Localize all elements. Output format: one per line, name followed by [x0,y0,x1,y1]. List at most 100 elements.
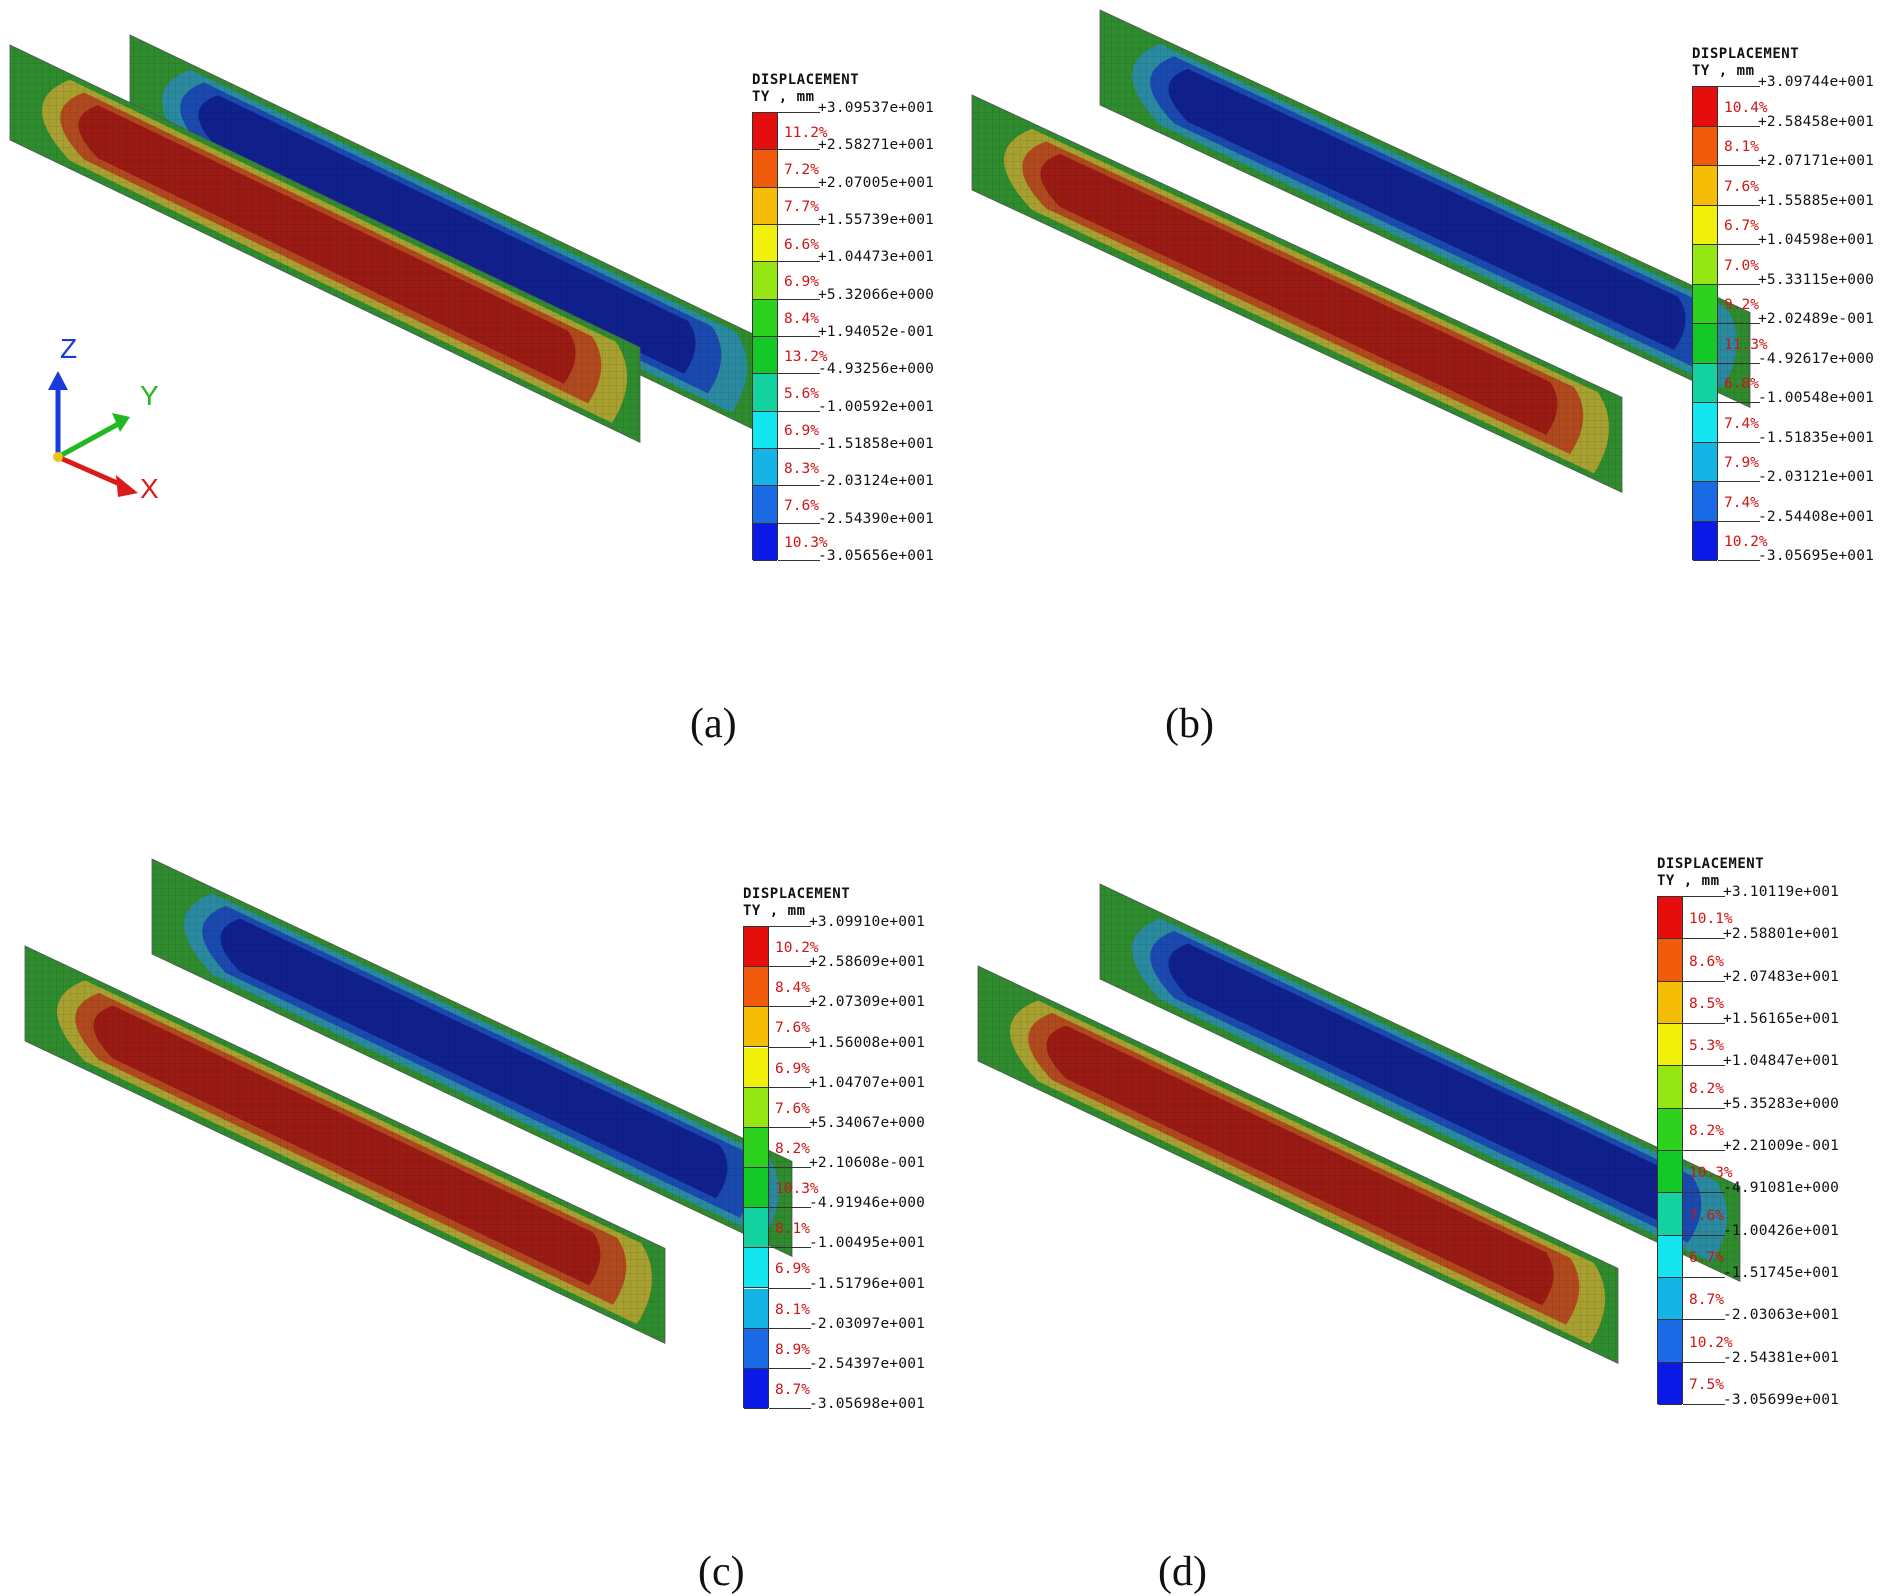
back-plate-mesh [1100,10,1750,408]
legend-percent: 8.4% [784,311,819,328]
contour-plot-a [9,34,761,444]
legend-percent: 6.7% [1724,218,1759,235]
legend-value: +1.56165e+001 [1723,1011,1840,1027]
legend-percent: 9.2% [1724,297,1759,314]
legend-band [753,523,777,561]
caption-b: (b) [1165,701,1214,747]
legend-value: -2.03097e+001 [809,1315,926,1332]
legend-band [744,1127,768,1168]
legend-band [753,225,777,263]
z-axis-label: Z [60,333,78,364]
legend-band [1658,939,1682,982]
legend-value: -2.03063e+001 [1723,1307,1840,1324]
legend-value: +1.94052e-001 [818,324,935,340]
legend-percent: 10.2% [1689,1334,1733,1351]
legend-band [1693,126,1717,166]
legend-band [753,449,777,487]
legend-band [1658,1278,1682,1321]
legend-percent: 6.9% [775,1060,810,1077]
legend-tick [1718,362,1760,364]
legend-band [753,374,777,412]
legend-value: -2.54390e+001 [818,510,935,527]
legend-tick [769,926,811,927]
legend-band [1693,87,1717,127]
legend-tick [1683,896,1725,897]
legend-band [744,1328,768,1369]
legend-title: DISPLACEMENT [1657,856,1765,872]
panel-c: DISPLACEMENT TY , mm 10.2% 8.4% 7.6% 6.9% 7.6%… [0,846,950,1595]
legend-percent: 6.9% [784,423,819,440]
back-plate [1099,883,1741,1283]
legend-value: +5.35283e+000 [1723,1095,1840,1112]
panel-a: Z Y X DISPLACEMENT TY , mm 11.2% 7.2% 7.7% 6.… [0,0,950,760]
legend-value: +2.02489e-001 [1758,311,1875,327]
legend-tick [778,485,820,487]
legend-band [1693,521,1717,561]
legend-tick [1718,481,1760,482]
legend-band [1658,981,1682,1024]
legend-tick [769,1086,811,1088]
legend-band [753,411,777,449]
legend-tick [769,1327,811,1329]
legend-band [753,113,777,151]
legend-band [744,1288,768,1329]
legend-tick [778,560,820,561]
legend-band [744,967,768,1008]
legend-percent: 11.3% [1724,336,1768,353]
legend-value: +5.33115e+000 [1758,271,1875,288]
panel-d: DISPLACEMENT TY , mm 10.1% 8.6% 8.5% 5.3% 8.2%… [950,846,1900,1595]
legend-band [1693,482,1717,522]
contour-plot-c [24,858,793,1345]
legend-band [1658,1151,1682,1194]
legend-value: -2.03121e+001 [1758,469,1875,485]
legend-percent: 7.6% [775,1100,810,1117]
legend-tick [1683,1277,1725,1278]
legend-band [744,927,768,968]
legend-value: -1.00592e+001 [818,398,935,415]
legend-band [753,187,777,225]
legend-color-bar [1657,896,1683,1405]
legend-band [744,1168,768,1209]
legend-tick [1718,520,1760,522]
legend-value: -1.51796e+001 [809,1275,926,1292]
legend-value: -1.51858e+001 [818,436,935,452]
legend-value: +2.07309e+001 [809,994,926,1011]
legend-value: +2.21009e-001 [1723,1138,1840,1154]
legend-percent: 8.1% [1724,139,1759,156]
legend-band [1658,1362,1682,1405]
legend-value: +3.10119e+001 [1723,884,1840,900]
front-plate [9,44,641,444]
legend-band [753,262,777,300]
legend-tick [1683,1065,1725,1067]
legend-tick [1683,1319,1725,1321]
legend-tick [769,1247,811,1249]
legend-tick [1683,1107,1725,1109]
legend-tick [778,298,820,300]
legend-body: 10.1% 8.6% 8.5% 5.3% 8.2% 8.2% 10.3% 7.6% 6.7% 8.… [1657,884,1839,1408]
legend-value: +2.58271e+001 [818,137,935,154]
legend-tick [1718,402,1760,403]
legend-subtitle: TY , mm [1692,63,1755,79]
legend-band [1693,205,1717,245]
legend-percent: 8.5% [1689,995,1724,1012]
legend-value: +3.09744e+001 [1758,74,1875,90]
legend-tick [769,1408,811,1409]
legend-value: +1.56008e+001 [809,1034,926,1051]
legend-percent: 10.3% [1689,1165,1733,1182]
legend-band [1693,324,1717,364]
legend-tick [778,224,820,225]
legend-percent: 10.2% [775,940,819,957]
legend-band [744,1047,768,1088]
legend-tick [778,149,820,151]
legend-tick [778,186,820,188]
legend-value: -4.91081e+000 [1723,1180,1840,1197]
legend-percent: 8.6% [1689,953,1724,970]
legend-percent: 7.7% [784,199,819,216]
legend-band [753,299,777,337]
back-plate [1099,9,1751,409]
legend-value: +5.34067e+000 [809,1114,926,1131]
legend-tick [778,410,820,412]
back-plate [151,858,793,1258]
legend-percent: 8.4% [775,980,810,997]
legend-band [1658,1320,1682,1363]
